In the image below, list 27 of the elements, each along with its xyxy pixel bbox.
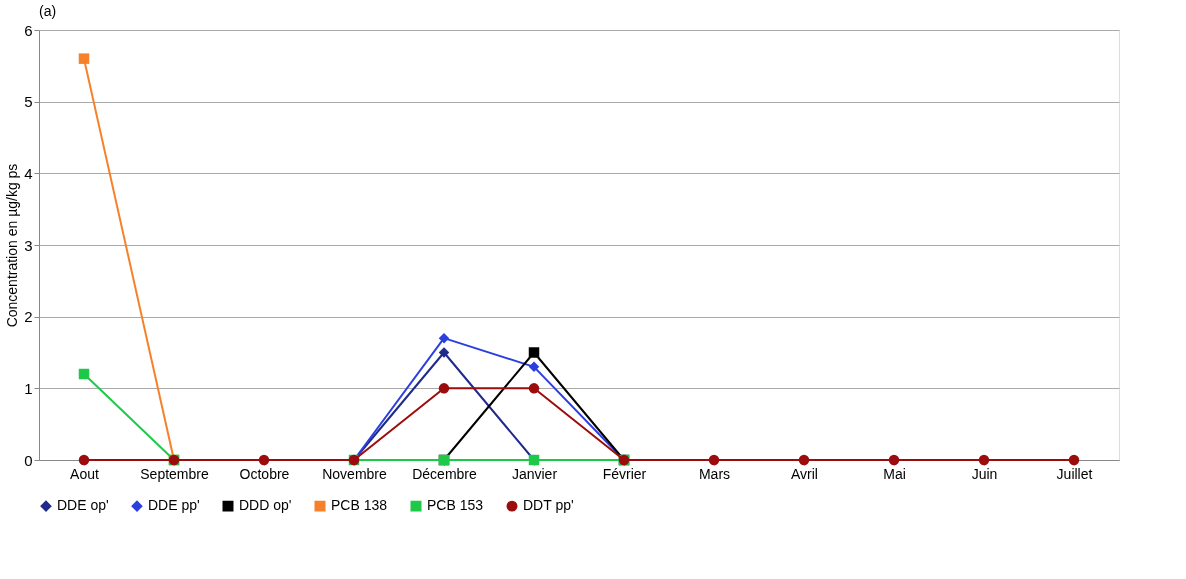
x-tick-label: Janvier [511,465,558,482]
legend-label: DDE pp' [148,497,200,514]
legend-label: DDE op' [57,497,109,514]
x-tick-label: Octobre [239,465,290,482]
x-tick-label: Aout [70,465,99,482]
legend-label: DDT pp' [523,497,574,514]
y-tick-label: 2 [24,308,33,326]
x-tick-label: Septembre [140,465,209,482]
legend-label: PCB 153 [427,497,484,514]
y-tick-label: 5 [24,93,33,111]
y-axis-title: Concentration en µg/kg ps [4,163,21,328]
y-tick-label: 4 [24,164,33,182]
y-tick-label: 6 [24,21,33,39]
x-tick-label: Novembre [322,465,387,482]
x-tick-label: Février [602,465,647,482]
x-tick-label: Avril [791,465,818,482]
text: (a) [39,3,57,19]
y-tick-label: 3 [24,236,33,254]
legend-label: DDD op' [239,497,292,514]
x-tick-label: Juin [971,465,998,482]
x-tick-label: Décembre [412,465,477,482]
y-tick-label: 0 [24,451,33,469]
x-tick-label: Mars [698,465,731,482]
x-tick-label: Juillet [1056,465,1093,482]
legend-label: PCB 138 [331,497,388,514]
y-tick-label: 1 [24,379,33,397]
x-tick-label: Mai [883,465,906,482]
